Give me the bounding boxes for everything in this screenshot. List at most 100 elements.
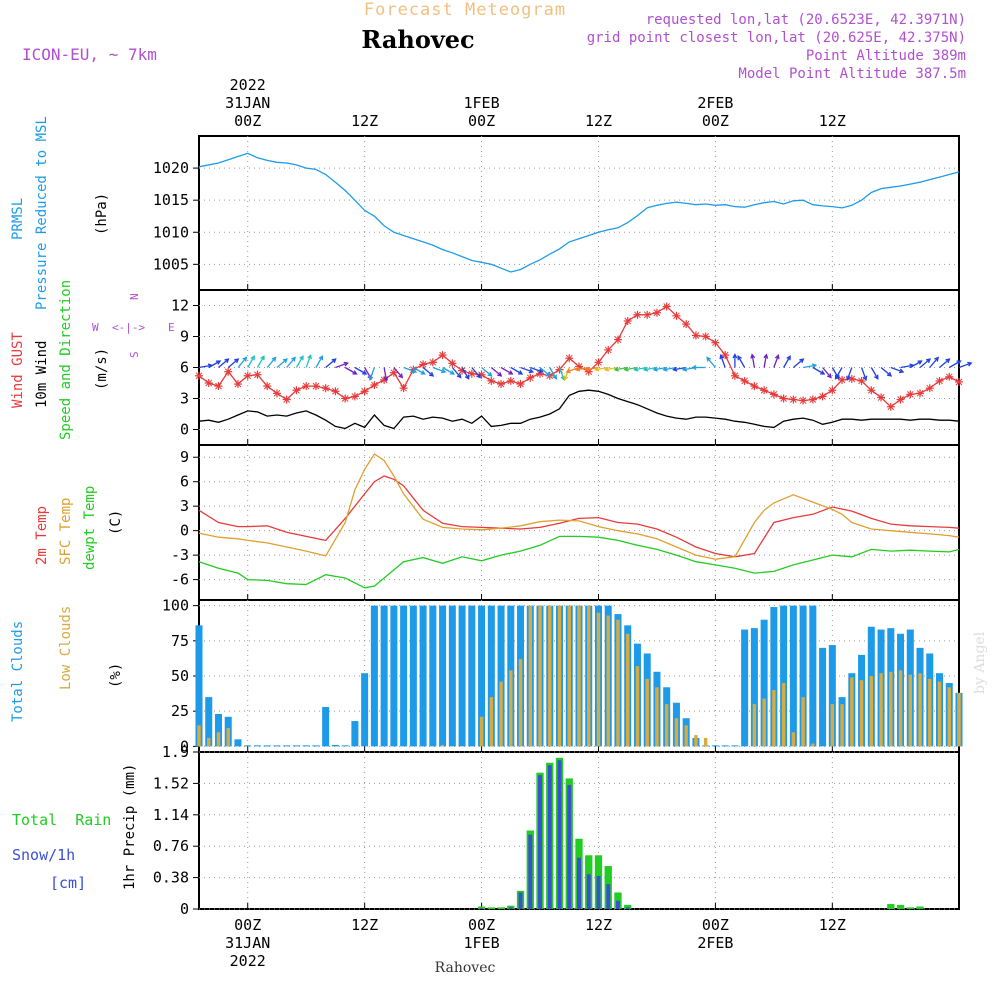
bar-total-cloud xyxy=(302,745,310,747)
gust-marker xyxy=(896,395,905,404)
temp-label-dewpt: dewpt Temp xyxy=(82,486,98,570)
model-altitude: Model Point Altitude 387.5m xyxy=(738,66,966,82)
wind-arrow xyxy=(929,356,939,368)
gust-marker xyxy=(877,393,886,402)
wind-arrow xyxy=(633,366,648,372)
y-tick-label: 12 xyxy=(171,297,189,315)
wind-arrow xyxy=(812,366,826,375)
gust-marker xyxy=(604,345,613,354)
wind-arrow xyxy=(256,355,265,368)
bar-total-cloud xyxy=(234,739,242,747)
bar-low-cloud xyxy=(889,671,893,747)
wind-arrow xyxy=(846,367,853,381)
bar-total-cloud xyxy=(478,605,486,747)
top-time-label: 2022 xyxy=(230,76,266,94)
bar-low-cloud xyxy=(801,697,805,747)
wind-arrow xyxy=(481,367,493,377)
wind-arrow xyxy=(737,355,746,368)
y-tick-label: 3 xyxy=(180,390,189,408)
gust-marker xyxy=(350,392,359,401)
wind-arrow xyxy=(880,367,893,377)
bar-total-cloud xyxy=(448,605,456,747)
panel-frame xyxy=(198,135,960,291)
bar-low-cloud xyxy=(694,735,698,747)
top-time-label: 12Z xyxy=(351,112,378,130)
grid-point-coords: grid point closest lon,lat (20.625E, 42.… xyxy=(587,30,966,46)
bar-low-cloud xyxy=(928,678,932,747)
bar-snow xyxy=(567,785,572,909)
bar-total-cloud xyxy=(711,745,719,747)
bar-total-cloud xyxy=(780,605,788,747)
bar-total-cloud xyxy=(750,628,758,747)
gust-marker xyxy=(662,302,671,311)
precip-label-rain: Total Rain xyxy=(12,811,111,829)
gust-marker xyxy=(760,386,769,395)
bar-low-cloud xyxy=(811,743,815,747)
pressure-unit: (hPa) xyxy=(94,193,110,235)
requested-coords: requested lon,lat (20.6523E, 42.3971N) xyxy=(646,12,966,28)
gust-marker xyxy=(497,380,506,389)
bottom-time-label: 31JAN xyxy=(225,934,270,952)
y-tick-label: 9 xyxy=(180,448,189,466)
gust-marker xyxy=(224,367,233,376)
wind-arrow xyxy=(335,361,349,369)
wind-arrow xyxy=(763,353,769,368)
wind-arrow xyxy=(442,366,456,375)
bar-total-cloud xyxy=(322,706,330,747)
wind-arrow xyxy=(286,356,296,368)
bar-snow xyxy=(586,874,591,909)
wind-arrow xyxy=(870,367,879,380)
gust-marker xyxy=(945,372,954,381)
wind-arrow xyxy=(461,367,470,380)
bar-low-cloud xyxy=(762,698,766,747)
bar-total-cloud xyxy=(828,645,836,747)
bar-low-cloud xyxy=(645,678,649,747)
wind-arrow xyxy=(732,353,738,368)
gust-marker xyxy=(243,371,252,380)
gust-marker xyxy=(789,395,798,404)
bottom-time-label: 00Z xyxy=(468,916,495,934)
wind-arrow xyxy=(393,367,404,379)
wind-arrow xyxy=(750,353,756,368)
gust-marker xyxy=(711,338,720,347)
bar-total-cloud xyxy=(497,605,505,747)
series-line-sfc-temp xyxy=(198,453,960,560)
compass-w: W xyxy=(92,321,99,334)
wind-arrow xyxy=(939,358,951,368)
bar-low-cloud xyxy=(587,605,591,747)
bar-total-cloud xyxy=(429,605,437,747)
product-title: Forecast Meteogram xyxy=(364,0,566,20)
bar-snow xyxy=(538,775,542,909)
bar-low-cloud xyxy=(216,732,221,747)
gust-marker xyxy=(682,320,691,329)
gust-marker xyxy=(487,376,496,385)
wind-arrow xyxy=(958,361,973,369)
gust-marker xyxy=(906,390,915,399)
bottom-time-label: 12Z xyxy=(819,916,846,934)
bar-low-cloud xyxy=(226,728,230,747)
gust-marker xyxy=(263,382,272,391)
cloud-label-low: Low Clouds xyxy=(58,606,74,690)
gust-marker xyxy=(233,380,242,389)
bar-rain xyxy=(477,906,486,909)
wind-unit: (m/s) xyxy=(94,348,110,390)
wind-arrow xyxy=(574,366,589,372)
bar-total-cloud xyxy=(819,647,827,747)
wind-arrow xyxy=(344,366,358,375)
wind-arrow xyxy=(822,367,832,379)
wind-arrow xyxy=(383,367,389,382)
wind-arrow xyxy=(237,356,248,368)
panel-frame xyxy=(198,444,960,601)
wind-arrow xyxy=(403,366,418,374)
compass-e: E xyxy=(168,321,175,334)
precip-unit: 1hr Precip (mm) xyxy=(122,764,138,890)
bar-snow xyxy=(625,907,630,909)
bar-total-cloud xyxy=(331,744,339,747)
bar-low-cloud xyxy=(635,666,640,747)
wind-arrow xyxy=(773,354,780,368)
bottom-time-label: 00Z xyxy=(234,916,261,934)
gust-marker xyxy=(691,331,700,340)
compass-n: N xyxy=(128,293,141,300)
wind-arrow xyxy=(520,366,535,374)
wind-arrow xyxy=(315,355,324,368)
